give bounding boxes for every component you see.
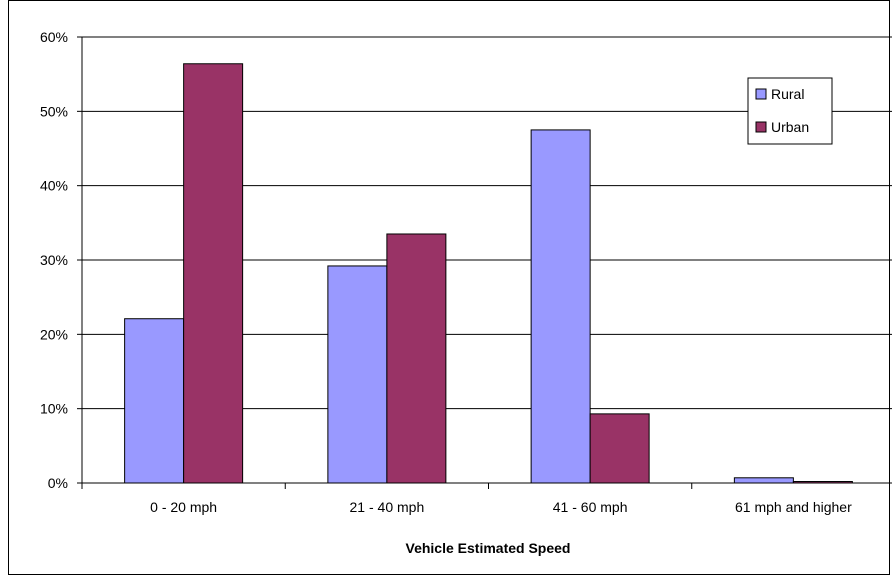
bar-rural-3 [733, 477, 794, 484]
legend-swatch-rural [755, 88, 767, 100]
bar-urban-1 [386, 233, 447, 484]
y-tick-label: 50% [40, 103, 68, 119]
x-tick-label: 61 mph and higher [735, 499, 852, 515]
y-tick-label: 0% [48, 475, 68, 491]
y-tick-label: 40% [40, 178, 68, 194]
legend: Rural Urban [747, 77, 833, 145]
bar-rural-1 [327, 265, 388, 484]
bar-rural-2 [530, 129, 591, 484]
axes [77, 36, 892, 489]
y-tick-label: 20% [40, 326, 68, 342]
x-tick-label: 21 - 40 mph [350, 499, 425, 515]
bar-rural-0 [124, 318, 185, 484]
legend-label-urban: Urban [771, 119, 809, 135]
bar-urban-0 [183, 63, 244, 484]
y-tick-label: 30% [40, 252, 68, 268]
x-axis-title: Vehicle Estimated Speed [406, 540, 571, 556]
y-tick-label: 60% [40, 29, 68, 45]
y-tick-label: 10% [40, 401, 68, 417]
legend-label-rural: Rural [771, 86, 804, 102]
bars [124, 63, 853, 484]
x-tick-label: 41 - 60 mph [553, 499, 628, 515]
bar-urban-2 [589, 413, 650, 484]
y-tick-labels: 0% 10% 20% 30% 40% 50% 60% [40, 29, 68, 491]
x-tick-labels: 0 - 20 mph 21 - 40 mph 41 - 60 mph 61 mph a… [150, 499, 852, 515]
legend-swatch-urban [755, 121, 767, 133]
x-tick-label: 0 - 20 mph [150, 499, 217, 515]
